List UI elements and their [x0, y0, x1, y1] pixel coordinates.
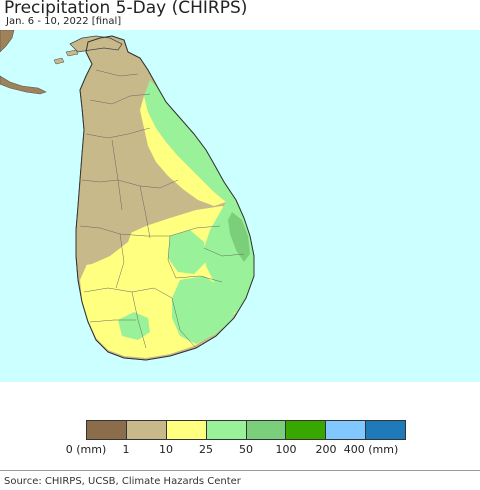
- sri-lanka-outline: [75, 35, 255, 361]
- legend-swatch: [246, 421, 287, 439]
- zone-batticaloa: [228, 212, 250, 262]
- india-coast: [0, 75, 47, 95]
- legend-tick: 50: [239, 443, 253, 456]
- legend-tick: 100: [275, 443, 297, 456]
- legend-tick: 10: [159, 443, 173, 456]
- india-landmass: [0, 30, 15, 53]
- source-credit: Source: CHIRPS, UCSB, Climate Hazards Ce…: [4, 476, 241, 487]
- legend-swatch: [366, 421, 405, 439]
- zone-northeast-coast: [144, 80, 236, 202]
- district-boundaries: [79, 69, 245, 349]
- legend-swatch: [326, 421, 367, 439]
- legend-swatch: [87, 421, 127, 439]
- jaffna-peninsula: [69, 35, 123, 53]
- legend-swatch: [206, 421, 247, 439]
- legend-swatch: [286, 421, 327, 439]
- map-canvas: [0, 30, 255, 361]
- legend-tick: 200: [315, 443, 337, 456]
- legend-swatch: [166, 421, 207, 439]
- precipitation-legend: [86, 420, 406, 440]
- page-title: Precipitation 5-Day (CHIRPS): [4, 0, 248, 18]
- footer: Source: CHIRPS, UCSB, Climate Hazards Ce…: [0, 470, 480, 490]
- zone-central-patch: [168, 230, 206, 274]
- precipitation-map: [0, 30, 480, 382]
- island-delft: [53, 57, 65, 65]
- legend-tick: 0 (mm): [65, 443, 107, 456]
- island-kayts: [65, 49, 79, 57]
- zone-southeast: [172, 276, 236, 344]
- legend-tick: 1: [122, 443, 130, 456]
- legend-swatch: [126, 421, 167, 439]
- zone-west-dry: [78, 130, 136, 266]
- legend-tick-labels: 0 (mm) 1 10 25 50 100 200 400 (mm): [0, 443, 480, 457]
- date-range: Jan. 6 - 10, 2022 [final]: [6, 16, 122, 27]
- zone-southwest-patch: [118, 312, 150, 340]
- legend-tick: 25: [199, 443, 213, 456]
- legend-tick: 400 (mm): [343, 443, 399, 456]
- zone-northeast-transition: [140, 96, 226, 206]
